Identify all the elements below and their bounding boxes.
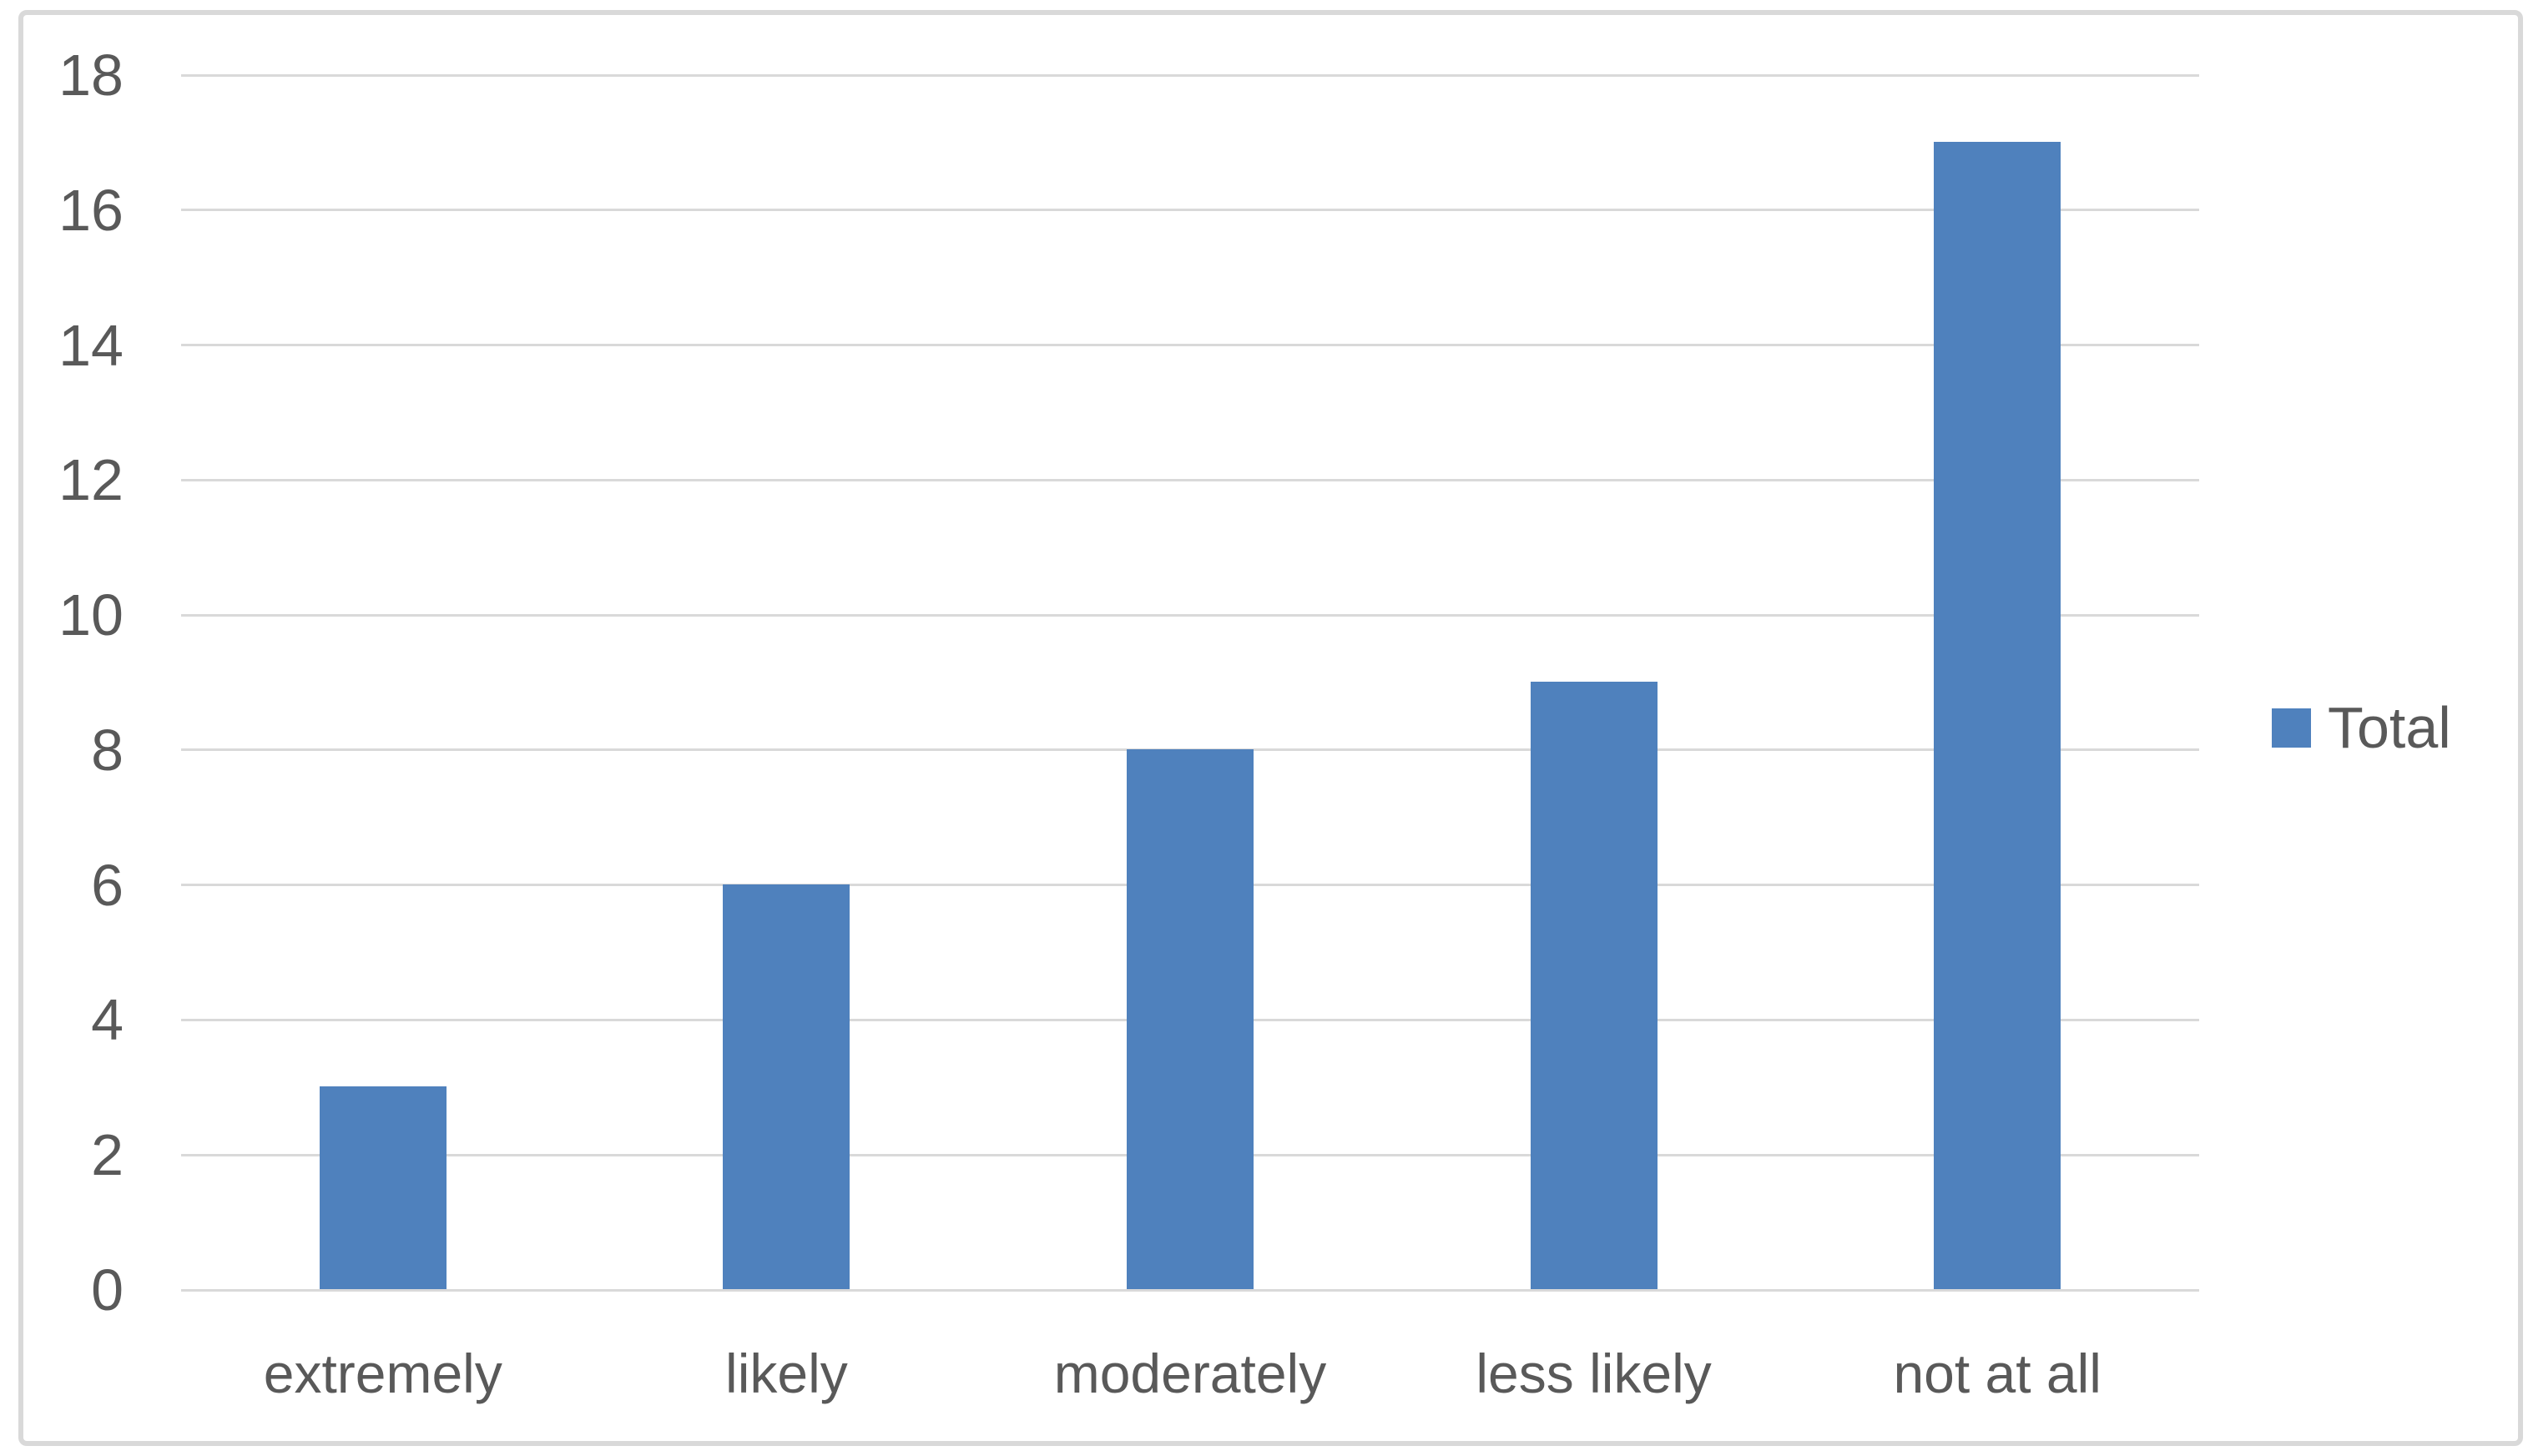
- legend-label: Total: [2328, 695, 2451, 760]
- y-axis-tick-label: 0: [91, 1257, 124, 1322]
- y-axis-tick-label: 12: [58, 447, 124, 513]
- y-axis-tick-label: 8: [91, 717, 124, 783]
- bar-extremely: [319, 1086, 447, 1289]
- y-axis-tick-label: 2: [91, 1122, 124, 1188]
- x-axis-label-not-at-all: not at all: [1893, 1343, 2102, 1404]
- legend-swatch-icon: [2272, 708, 2311, 748]
- gridline-y-14: [181, 344, 2199, 347]
- bar-not-at-all: [1934, 141, 2061, 1289]
- x-axis-label-likely: likely: [725, 1343, 848, 1404]
- x-axis-label-moderately: moderately: [1053, 1343, 1327, 1404]
- y-axis-tick-label: 16: [58, 177, 124, 243]
- bar-moderately: [1127, 748, 1254, 1289]
- gridline-y-12: [181, 478, 2199, 481]
- x-axis-label-less-likely: less likely: [1476, 1343, 1712, 1404]
- gridline-y-0: [181, 1288, 2199, 1292]
- y-axis-tick-label: 6: [91, 852, 124, 918]
- y-axis-tick-label: 4: [91, 987, 124, 1053]
- y-axis-tick-label: 14: [58, 312, 124, 378]
- y-axis-tick-label: 18: [58, 43, 124, 108]
- y-axis-tick-label: 10: [58, 582, 124, 648]
- gridline-y-18: [181, 73, 2199, 77]
- legend: Total: [2272, 689, 2451, 766]
- x-axis-label-extremely: extremely: [263, 1343, 502, 1404]
- bar-less-likely: [1530, 682, 1658, 1289]
- gridline-y-16: [181, 209, 2199, 212]
- bar-likely: [723, 884, 850, 1289]
- gridline-y-10: [181, 613, 2199, 617]
